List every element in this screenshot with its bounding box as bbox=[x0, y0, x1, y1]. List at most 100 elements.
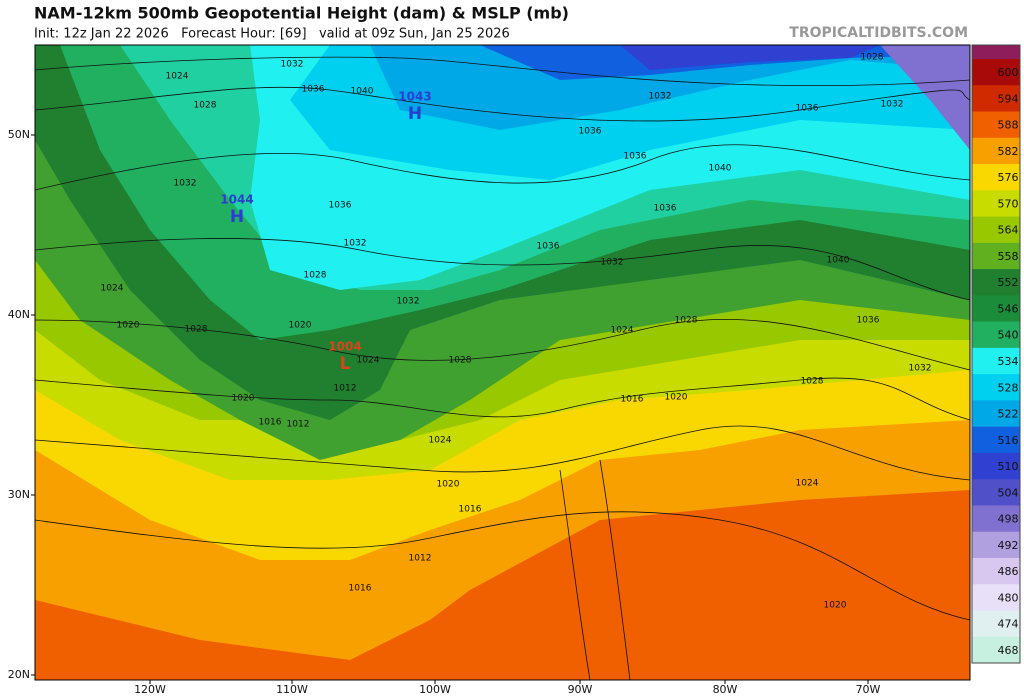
isobar-label: 1028 bbox=[194, 101, 217, 111]
isobar-label: 1032 bbox=[649, 92, 672, 102]
isobar-label: 1024 bbox=[796, 479, 819, 489]
colorbar-label: 474 bbox=[998, 618, 1019, 631]
colorbar-label: 594 bbox=[998, 92, 1019, 105]
colorbar-label: 558 bbox=[998, 250, 1019, 263]
isobar-label: 1032 bbox=[601, 258, 624, 268]
colorbar-cell bbox=[972, 242, 1020, 270]
colorbar-cell bbox=[972, 400, 1020, 428]
colorbar-cell bbox=[972, 164, 1020, 191]
title: NAM-12km 500mb Geopotential Height (dam)… bbox=[34, 4, 569, 23]
isobar-label: 1028 bbox=[675, 316, 698, 326]
isobar-label: 1024 bbox=[357, 356, 380, 366]
band bbox=[880, 45, 970, 150]
colorbar-cell bbox=[972, 269, 1020, 296]
colorbar-cell bbox=[972, 59, 1020, 86]
isobar-label: 1016 bbox=[349, 584, 372, 594]
band bbox=[370, 45, 970, 130]
y-axis-label: 30N bbox=[8, 488, 30, 501]
map bbox=[35, 45, 970, 680]
colorbar-cell bbox=[972, 111, 1020, 139]
isobar-label: 1020 bbox=[665, 393, 688, 403]
colorbar-label: 534 bbox=[998, 355, 1019, 368]
pressure-value: 1004 bbox=[328, 340, 361, 354]
pressure-letter: H bbox=[408, 104, 422, 124]
isobar-label: 1028 bbox=[185, 325, 208, 335]
colorbar-cell bbox=[972, 85, 1020, 113]
colorbar-cell bbox=[972, 610, 1020, 638]
isobar-label: 1016 bbox=[259, 418, 282, 428]
pressure-value: 1043 bbox=[398, 90, 431, 104]
colorbar-label: 504 bbox=[998, 486, 1019, 499]
colorbar-label: 564 bbox=[998, 224, 1019, 237]
isobar-label: 1036 bbox=[796, 104, 819, 114]
isobar-label: 1032 bbox=[881, 100, 904, 110]
colorbar-cell bbox=[972, 452, 1020, 480]
isobar-label: 1036 bbox=[624, 152, 647, 162]
colorbar-label: 570 bbox=[998, 197, 1019, 210]
y-axis-label: 40N bbox=[8, 308, 30, 321]
isobar-label: 1028 bbox=[304, 271, 327, 281]
isobar-label: 1024 bbox=[429, 436, 452, 446]
isobar-label: 1020 bbox=[117, 321, 140, 331]
subtitle: Init: 12z Jan 22 2026 Forecast Hour: [69… bbox=[34, 27, 510, 42]
colorbar-cell bbox=[972, 584, 1020, 611]
pressure-letter: L bbox=[340, 354, 351, 374]
colorbar-cell bbox=[972, 321, 1020, 349]
colorbar-label: 582 bbox=[998, 145, 1019, 158]
colorbar-cell bbox=[972, 374, 1020, 401]
isobar-label: 1020 bbox=[437, 480, 460, 490]
y-axis-label: 50N bbox=[8, 128, 30, 141]
x-axis-label: 70W bbox=[856, 683, 881, 696]
isobar-label: 1032 bbox=[909, 364, 932, 374]
isobar-label: 1020 bbox=[289, 321, 312, 331]
isobar-label: 1036 bbox=[302, 85, 325, 95]
pressure-letter: H bbox=[230, 207, 244, 227]
isobar-label: 1028 bbox=[861, 53, 884, 63]
isobar-label: 1012 bbox=[287, 420, 310, 430]
x-axis-label: 110W bbox=[276, 683, 308, 696]
colorbar-cell bbox=[972, 216, 1020, 244]
colorbar-cell bbox=[972, 426, 1020, 454]
isobar-label: 1012 bbox=[334, 384, 357, 394]
isobar-label: 1024 bbox=[101, 284, 124, 294]
colorbar-frame bbox=[971, 44, 1021, 664]
isobar bbox=[35, 377, 970, 421]
isobar-label: 1020 bbox=[824, 601, 847, 611]
pressure-value: 1044 bbox=[220, 193, 253, 207]
isobar-label: 1036 bbox=[654, 204, 677, 214]
colorbar-cell bbox=[972, 636, 1020, 664]
x-axis-label: 90W bbox=[568, 683, 593, 696]
isobar-label: 1016 bbox=[621, 395, 644, 405]
isobar-label: 1028 bbox=[801, 377, 824, 387]
colorbar-cell bbox=[972, 531, 1020, 559]
colorbar-label: 552 bbox=[998, 276, 1019, 289]
colorbar-label: 486 bbox=[998, 565, 1019, 578]
isobar bbox=[35, 319, 970, 371]
isobar bbox=[559, 469, 591, 680]
colorbar-label: 576 bbox=[998, 171, 1019, 184]
colorbar-cell bbox=[972, 479, 1020, 506]
isobar-label: 1020 bbox=[232, 394, 255, 404]
colorbar-label: 546 bbox=[998, 302, 1019, 315]
isobar-label: 1024 bbox=[611, 326, 634, 336]
isobar bbox=[35, 86, 970, 122]
colorbar-label: 540 bbox=[998, 329, 1019, 342]
isobar-label: 1036 bbox=[579, 127, 602, 137]
colorbar-label: 498 bbox=[998, 513, 1019, 526]
isobar-label: 1036 bbox=[537, 242, 560, 252]
map-frame bbox=[34, 44, 971, 681]
colorbar-cell bbox=[972, 295, 1020, 323]
isobar-label: 1036 bbox=[857, 316, 880, 326]
colorbar-label: 468 bbox=[998, 644, 1019, 657]
colorbar-label: 516 bbox=[998, 434, 1019, 447]
isobars bbox=[35, 56, 970, 680]
isobar-label: 1032 bbox=[174, 179, 197, 189]
isobar-label: 1040 bbox=[827, 256, 850, 266]
isobar-label: 1040 bbox=[709, 164, 732, 174]
colorbar-cell bbox=[972, 190, 1020, 218]
isobar-label: 1024 bbox=[166, 72, 189, 82]
colorbar-label: 492 bbox=[998, 539, 1019, 552]
colorbar-cell bbox=[972, 557, 1020, 585]
colorbar-label: 510 bbox=[998, 460, 1019, 473]
